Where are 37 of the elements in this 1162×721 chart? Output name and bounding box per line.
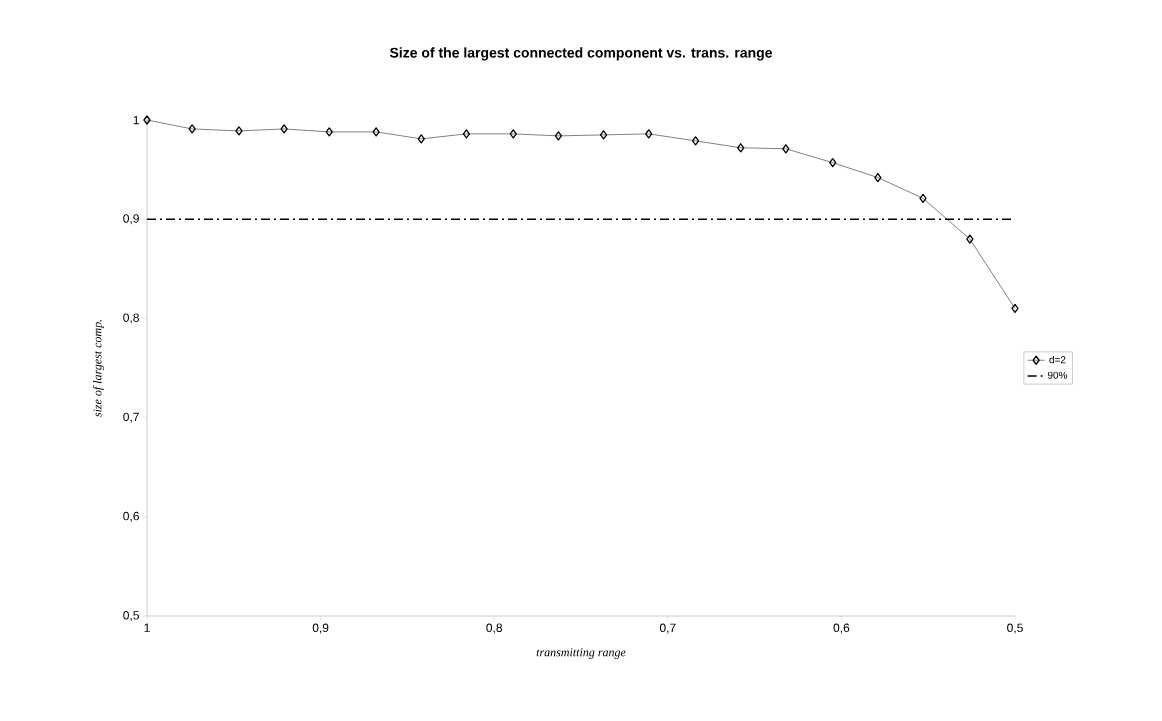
point	[280, 124, 288, 134]
x-tick-label: 0,5	[1007, 623, 1023, 634]
point	[691, 136, 700, 146]
point	[966, 234, 974, 244]
y-tick-label: 0,7	[123, 412, 139, 423]
point	[462, 129, 471, 139]
point	[417, 134, 425, 144]
point	[509, 129, 517, 139]
point	[645, 129, 653, 139]
chart-title: Size of the largest connected component vs. trans. range	[389, 47, 773, 61]
point	[143, 115, 151, 125]
point	[235, 126, 243, 136]
y-tick-label: 0,6	[123, 511, 139, 522]
point	[188, 124, 196, 134]
point	[874, 172, 882, 183]
y-tick-label: 0,5	[123, 611, 139, 621]
y-tick-label: 0,9	[123, 214, 139, 225]
x-tick-label: 0,8	[486, 623, 503, 634]
point	[737, 143, 745, 153]
x-tick-label: 0,6	[833, 623, 850, 634]
y-tick-label: 1	[133, 115, 139, 125]
point	[829, 158, 837, 168]
y-tick-label: 0,8	[123, 313, 139, 324]
x-tick-label: 1	[144, 623, 150, 632]
point	[1011, 303, 1019, 314]
point	[372, 127, 380, 137]
point	[325, 127, 333, 137]
x-tick-label: 0,9	[312, 623, 329, 634]
x-tick-label: 0,7	[659, 623, 676, 634]
point	[554, 131, 563, 141]
point	[919, 193, 927, 204]
point	[599, 130, 608, 140]
legend-label: 90%	[1047, 371, 1068, 379]
x-axis-title: transmitting range	[536, 648, 626, 659]
point	[782, 144, 790, 154]
y-axis-title: size of largest comp.	[92, 319, 104, 417]
legend-label: d=2	[1049, 355, 1066, 364]
